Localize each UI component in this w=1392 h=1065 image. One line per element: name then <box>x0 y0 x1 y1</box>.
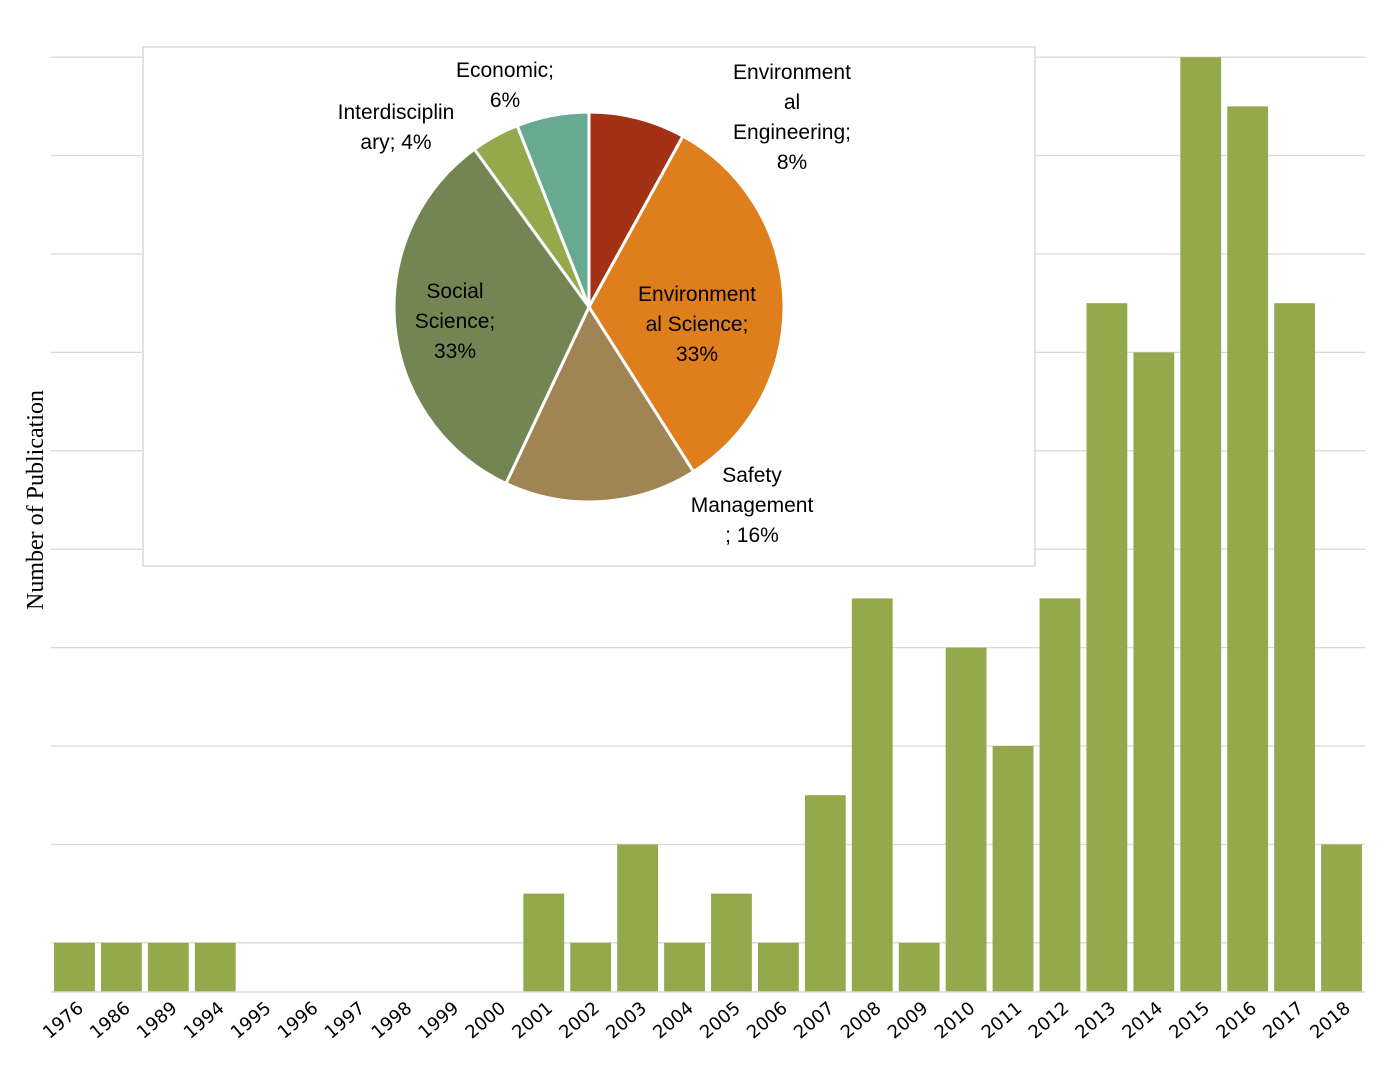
x-tick-label: 1989 <box>133 998 182 1044</box>
x-tick-label: 2006 <box>743 998 792 1044</box>
bar-1976 <box>54 942 95 992</box>
bar-1989 <box>147 942 189 992</box>
bar-2012 <box>1039 598 1081 992</box>
x-tick-label: 2005 <box>696 998 745 1044</box>
x-tick-label: 2012 <box>1025 998 1074 1044</box>
bar-2016 <box>1227 106 1269 992</box>
x-tick-label: 2015 <box>1165 998 1214 1044</box>
bar-2009 <box>898 942 940 992</box>
x-tick-label: 2010 <box>931 998 980 1044</box>
x-tick-label: 2004 <box>649 998 698 1044</box>
x-tick-label: 2017 <box>1259 998 1308 1044</box>
x-tick-label: 1995 <box>227 998 276 1044</box>
pie-slice <box>587 134 786 474</box>
bar-2003 <box>617 844 659 992</box>
bar-2013 <box>1086 303 1128 992</box>
x-tick-label: 1996 <box>274 998 323 1044</box>
pie-slice-label: Interdisciplin ary; 4% <box>338 101 455 154</box>
bar-2002 <box>570 942 612 992</box>
bar-2011 <box>992 746 1034 992</box>
bar-2004 <box>664 942 705 992</box>
pie-slice <box>392 147 591 486</box>
pie-slice-label: Social Science; 33% <box>415 280 496 363</box>
bar-2017 <box>1274 303 1316 992</box>
x-tick-label: 2000 <box>461 998 510 1044</box>
bar-2001 <box>523 893 565 992</box>
x-tick-label: 2011 <box>978 998 1027 1044</box>
bar-2010 <box>945 647 987 992</box>
bar-2008 <box>851 598 893 992</box>
bar-series <box>51 57 1365 993</box>
x-tick-label: 2013 <box>1072 998 1121 1044</box>
bar-2006 <box>757 942 799 992</box>
bar-2018 <box>1321 844 1362 992</box>
x-tick-label: 2014 <box>1118 998 1167 1044</box>
pie-slice-label: Safety Management; 16% <box>691 464 814 547</box>
x-tick-label: 2001 <box>508 998 557 1044</box>
pie-slice <box>515 110 591 308</box>
bar-2014 <box>1133 352 1175 992</box>
pie-slice <box>587 110 685 308</box>
x-tick-label: 1998 <box>368 998 417 1044</box>
pie-slice-label: Environment al Science; 33% <box>638 283 756 366</box>
bar-1994 <box>194 942 236 992</box>
x-tick-label: 2002 <box>555 998 604 1044</box>
pie-slice <box>503 303 696 504</box>
bar-1986 <box>100 942 142 992</box>
bar-2007 <box>804 795 846 992</box>
pie-chart <box>392 110 786 504</box>
x-tick-label: 1999 <box>415 998 464 1044</box>
x-tick-label: 2003 <box>602 998 651 1044</box>
y-axis-label: Number of Publication <box>23 390 49 610</box>
x-axis-ticks: 1976198619891994199519961997199819992000… <box>39 998 1355 1044</box>
x-tick-label: 2007 <box>790 998 839 1044</box>
pie-slice-label: Economic; 6% <box>456 59 554 112</box>
x-tick-label: 1997 <box>321 998 370 1044</box>
x-tick-label: 2016 <box>1212 998 1261 1044</box>
x-tick-label: 1994 <box>180 998 229 1044</box>
pie-slice-label: Environment al Engineering; 8% <box>733 61 851 174</box>
pie-labels: Environment al Engineering; 8% Environment al… <box>338 59 851 547</box>
bar-2005 <box>711 893 752 992</box>
x-tick-label: 2008 <box>837 998 886 1044</box>
x-tick-label: 2018 <box>1306 998 1355 1044</box>
x-tick-label: 2009 <box>884 998 933 1044</box>
x-tick-label: 1976 <box>39 998 88 1044</box>
x-tick-label: 1986 <box>86 998 135 1044</box>
bar-2015 <box>1180 57 1222 992</box>
